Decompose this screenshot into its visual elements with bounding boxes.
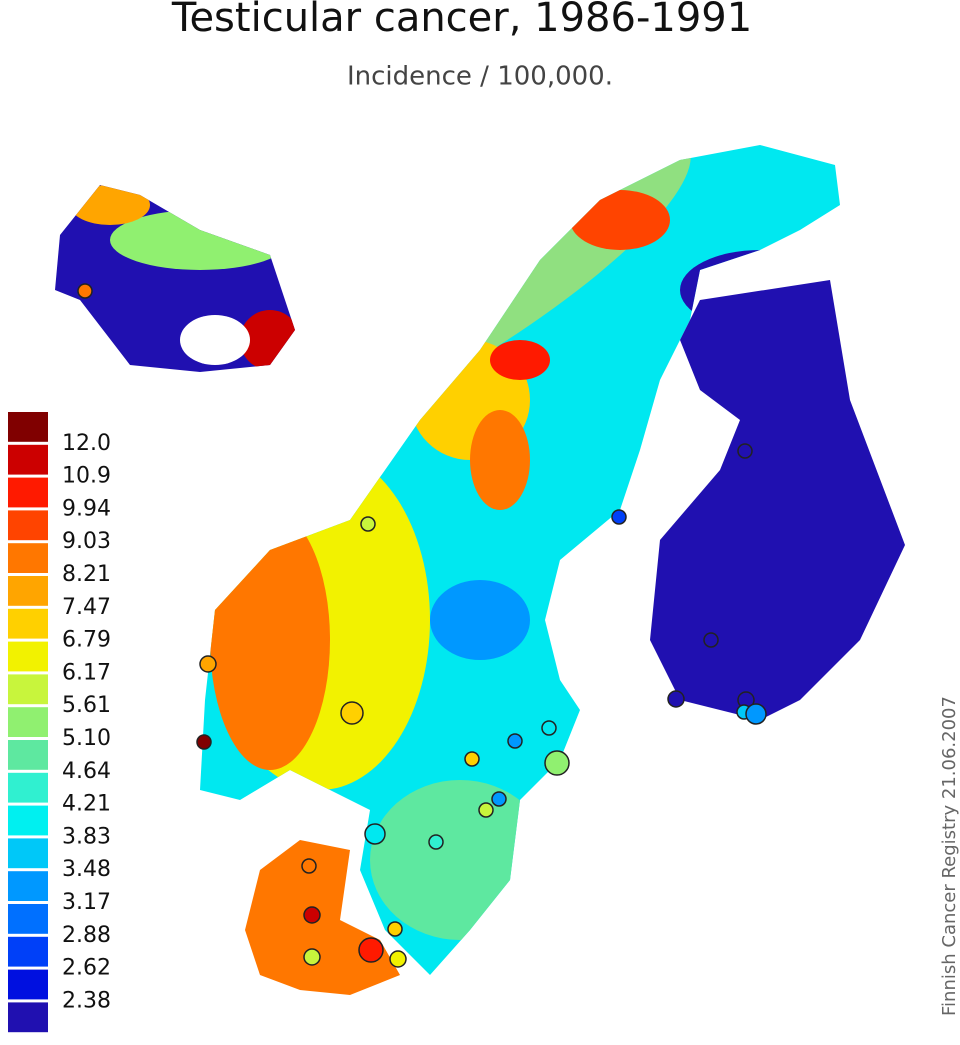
legend-label: 2.38 bbox=[62, 988, 111, 1013]
legend-swatch bbox=[8, 543, 48, 573]
legend-swatch bbox=[8, 510, 48, 541]
legend-label: 7.47 bbox=[62, 595, 111, 620]
credit: Finnish Cancer Registry 21.06.2007 bbox=[939, 696, 960, 1016]
legend-swatch bbox=[8, 444, 48, 475]
legend-swatch bbox=[8, 608, 48, 639]
legend-label: 9.94 bbox=[62, 496, 111, 521]
legend-swatch bbox=[8, 936, 48, 967]
legend-swatch bbox=[8, 838, 48, 869]
legend-swatch bbox=[8, 1002, 48, 1033]
legend-label: 2.88 bbox=[62, 923, 111, 948]
legend-label: 12.0 bbox=[62, 431, 111, 456]
legend-label: 3.83 bbox=[62, 824, 111, 849]
legend-label: 6.17 bbox=[62, 660, 111, 685]
finland bbox=[650, 280, 905, 720]
legend-label: 5.61 bbox=[62, 693, 111, 718]
legend-swatch bbox=[8, 740, 48, 770]
legend-label: 3.17 bbox=[62, 890, 111, 915]
legend-label: 3.48 bbox=[62, 857, 111, 882]
legend-label: 9.03 bbox=[62, 529, 111, 554]
iceland bbox=[55, 185, 295, 372]
legend-label: 10.9 bbox=[62, 464, 111, 489]
subtitle: Incidence / 100,000. bbox=[347, 62, 613, 92]
legend-label: 2.62 bbox=[62, 956, 111, 981]
legend-swatch bbox=[8, 412, 48, 442]
legend-swatch bbox=[8, 576, 48, 606]
legend-swatch bbox=[8, 805, 48, 836]
legend-swatch bbox=[8, 904, 48, 934]
legend-label: 5.10 bbox=[62, 726, 111, 751]
city-markers bbox=[77, 283, 767, 968]
legend-swatch bbox=[8, 477, 48, 508]
legend-swatch bbox=[8, 674, 48, 705]
legend-swatch bbox=[8, 641, 48, 672]
legend-label: 4.21 bbox=[62, 792, 111, 817]
legend-label: 8.21 bbox=[62, 562, 111, 587]
title: Testicular cancer, 1986-1991 bbox=[171, 0, 752, 41]
legend-swatch bbox=[8, 772, 48, 803]
legend-swatch bbox=[8, 871, 48, 901]
legend-swatch bbox=[8, 707, 48, 737]
legend-label: 6.79 bbox=[62, 628, 111, 653]
legend-swatch bbox=[8, 969, 48, 1000]
legend-label: 4.64 bbox=[62, 759, 111, 784]
legend: 12.0 10.9 9.94 9.03 8.21 7.47 6.79 6.17 5.61 5.10… bbox=[8, 412, 111, 1033]
